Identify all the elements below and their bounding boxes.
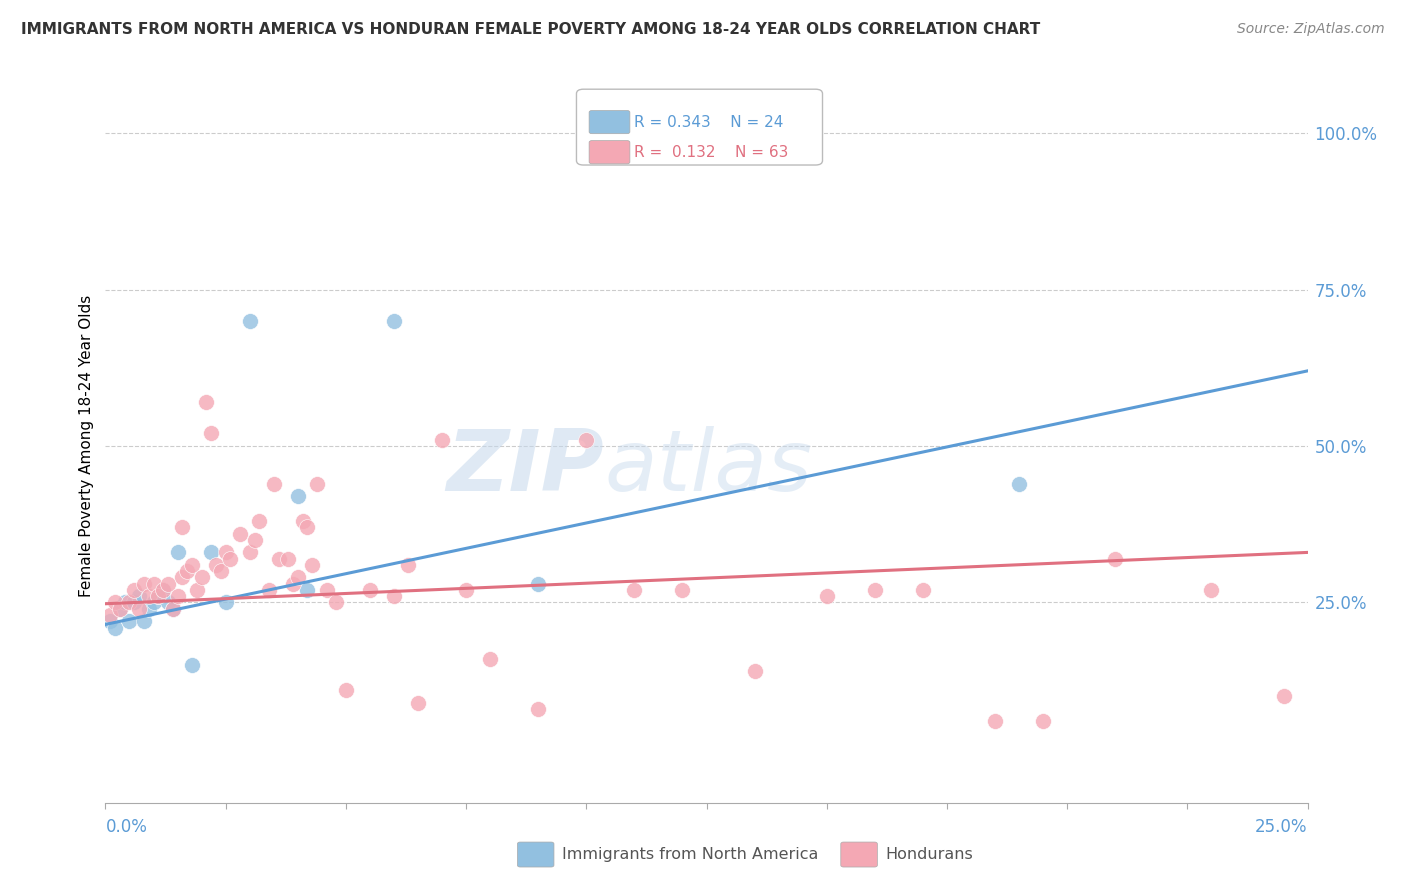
Point [142,576,165,591]
Point [257,582,280,597]
Point [124,595,146,609]
Point [315,582,337,597]
Text: R = 0.343    N = 24: R = 0.343 N = 24 [634,114,783,129]
Point [132,614,155,628]
Point [863,582,886,597]
Point [575,433,598,447]
Point [214,545,236,559]
Point [263,476,285,491]
Text: ZIP: ZIP [447,425,605,509]
Point [1272,690,1295,704]
Point [104,595,127,609]
Point [118,614,141,628]
Point [166,545,188,559]
Point [162,601,184,615]
Text: 0.0%: 0.0% [105,819,148,837]
Y-axis label: Female Poverty Among 18-24 Year Olds: Female Poverty Among 18-24 Year Olds [79,295,94,597]
Point [181,558,204,572]
Point [527,702,550,716]
Point [181,658,204,673]
Point [104,621,127,635]
Point [200,426,222,441]
Point [396,558,419,572]
Point [1032,714,1054,729]
Point [98,614,121,628]
Text: atlas: atlas [605,425,813,509]
Point [287,489,309,503]
Point [195,395,218,409]
Point [239,545,262,559]
Point [277,551,299,566]
Point [297,582,319,597]
Point [247,514,270,528]
Point [200,545,222,559]
Point [128,589,150,603]
Point [205,558,228,572]
Point [108,601,131,615]
Point [1201,582,1223,597]
Point [1008,476,1031,491]
Point [281,576,304,591]
Point [527,576,550,591]
Point [430,433,453,447]
Point [479,652,502,666]
Point [172,570,194,584]
Point [815,589,838,603]
Point [291,514,314,528]
Point [132,576,155,591]
Text: 25.0%: 25.0% [1256,819,1308,837]
Point [176,564,198,578]
Point [267,551,290,566]
Point [229,526,252,541]
Point [219,551,242,566]
Point [138,589,160,603]
Point [166,589,188,603]
Point [406,696,429,710]
Point [190,570,212,584]
Point [382,314,405,328]
Point [359,582,381,597]
Point [911,582,934,597]
Point [454,582,477,597]
Point [142,595,165,609]
Point [243,533,266,547]
Point [209,564,232,578]
Point [1104,551,1126,566]
Text: Immigrants from North America: Immigrants from North America [562,847,818,862]
Text: Hondurans: Hondurans [886,847,973,862]
Point [98,607,121,622]
Text: IMMIGRANTS FROM NORTH AMERICA VS HONDURAN FEMALE POVERTY AMONG 18-24 YEAR OLDS C: IMMIGRANTS FROM NORTH AMERICA VS HONDURA… [21,22,1040,37]
Point [156,576,179,591]
Text: R =  0.132    N = 63: R = 0.132 N = 63 [634,145,789,160]
Point [744,665,766,679]
Point [162,601,184,615]
Point [128,601,150,615]
Point [335,683,357,698]
Point [138,601,160,615]
Point [148,589,170,603]
Point [186,582,208,597]
Point [152,582,174,597]
Point [297,520,319,534]
Point [287,570,309,584]
Point [239,314,262,328]
Point [305,476,328,491]
Point [382,589,405,603]
Point [671,582,693,597]
Point [325,595,347,609]
Point [114,595,136,609]
Point [108,601,131,615]
Point [172,520,194,534]
Point [148,589,170,603]
Point [152,582,174,597]
Point [984,714,1007,729]
Point [301,558,323,572]
Point [118,595,141,609]
Text: Source: ZipAtlas.com: Source: ZipAtlas.com [1237,22,1385,37]
Point [623,582,645,597]
Point [214,595,236,609]
Point [156,595,179,609]
Point [124,582,146,597]
